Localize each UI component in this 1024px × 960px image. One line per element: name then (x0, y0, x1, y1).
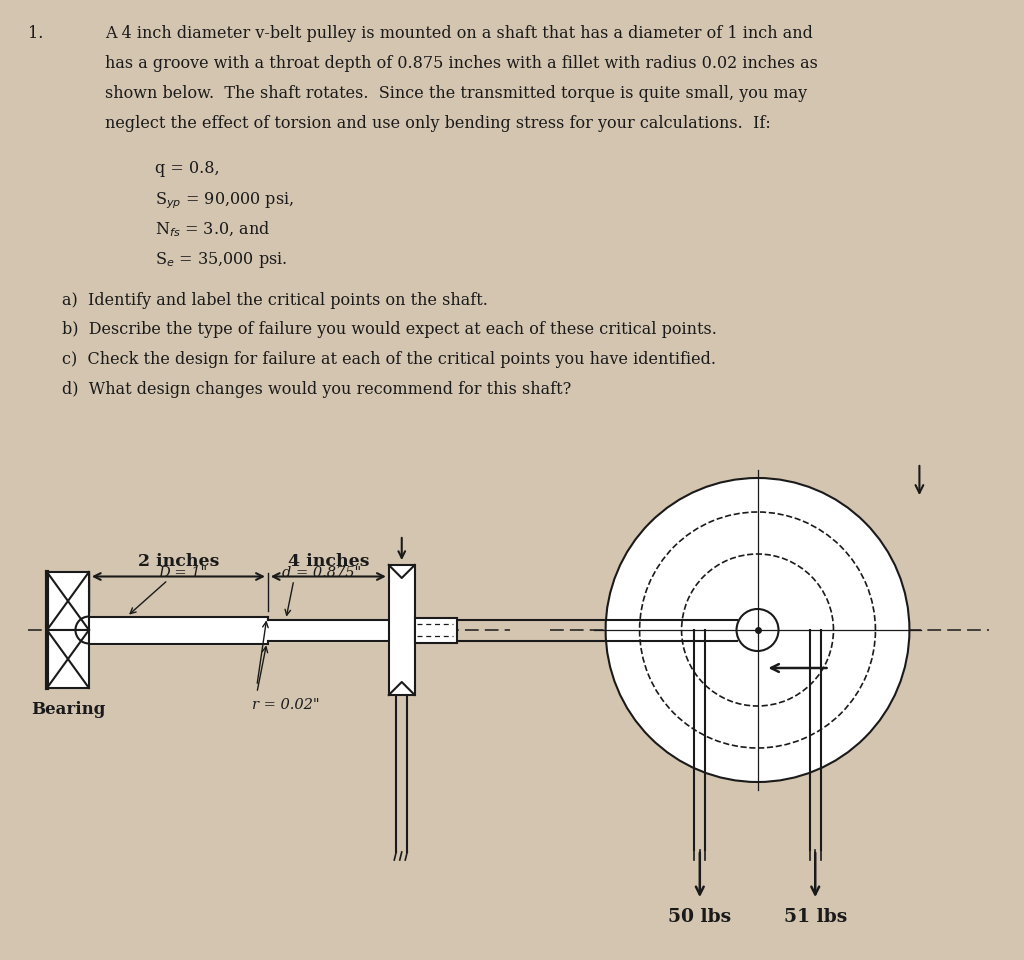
Text: b)  Describe the type of failure you would expect at each of these critical poin: b) Describe the type of failure you woul… (62, 322, 717, 339)
Text: d = 0.875": d = 0.875" (282, 566, 361, 580)
Polygon shape (47, 572, 89, 630)
Text: 51 lbs: 51 lbs (783, 908, 847, 926)
Text: c)  Check the design for failure at each of the critical points you have identif: c) Check the design for failure at each … (62, 351, 716, 368)
Text: q = 0.8,: q = 0.8, (155, 160, 219, 177)
Text: neglect the effect of torsion and use only bending stress for your calculations.: neglect the effect of torsion and use on… (104, 115, 771, 132)
Text: a)  Identify and label the critical points on the shaft.: a) Identify and label the critical point… (62, 292, 487, 309)
Text: 2 inches: 2 inches (137, 553, 219, 569)
Text: 4 inches: 4 inches (288, 553, 369, 569)
Bar (415, 617, 457, 642)
Text: has a groove with a throat depth of 0.875 inches with a fillet with radius 0.02 : has a groove with a throat depth of 0.87… (104, 55, 818, 72)
Text: A 4 inch diameter v-belt pulley is mounted on a shaft that has a diameter of 1 i: A 4 inch diameter v-belt pulley is mount… (104, 25, 813, 42)
Text: S$_{e}$ = 35,000 psi.: S$_{e}$ = 35,000 psi. (155, 250, 287, 270)
Text: N$_{fs}$ = 3.0, and: N$_{fs}$ = 3.0, and (155, 220, 270, 239)
Text: S$_{yp}$ = 90,000 psi,: S$_{yp}$ = 90,000 psi, (155, 190, 294, 210)
Circle shape (605, 478, 909, 782)
Bar (389, 565, 415, 695)
Text: 1.: 1. (28, 25, 43, 42)
Text: d)  What design changes would you recommend for this shaft?: d) What design changes would you recomme… (62, 380, 571, 397)
Text: D = 1": D = 1" (158, 566, 207, 580)
Polygon shape (47, 630, 89, 688)
Text: 50 lbs: 50 lbs (669, 908, 731, 926)
Text: shown below.  The shaft rotates.  Since the transmitted torque is quite small, y: shown below. The shaft rotates. Since th… (104, 85, 807, 102)
Text: Bearing: Bearing (31, 701, 105, 718)
Text: r = 0.02": r = 0.02" (252, 698, 319, 712)
